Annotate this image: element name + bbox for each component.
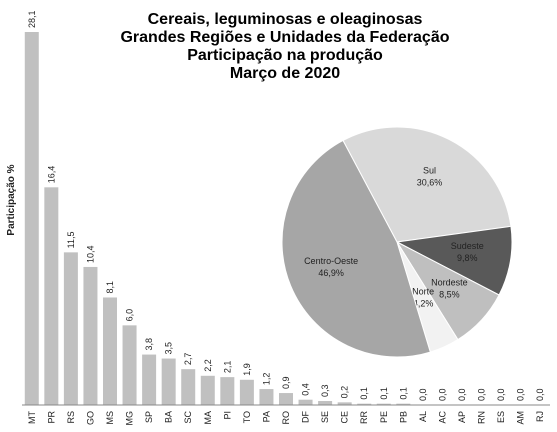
bar xyxy=(396,403,411,405)
bar xyxy=(63,252,78,405)
chart-title: Participação na produção xyxy=(187,47,383,64)
value-label: 0,0 xyxy=(496,388,506,401)
value-label: 3,5 xyxy=(164,342,174,355)
x-tick-label: PA xyxy=(261,411,271,422)
bar xyxy=(259,389,274,405)
value-label: 0,9 xyxy=(281,377,291,390)
chart-title: Cereais, leguminosas e oleaginosas xyxy=(148,11,423,28)
x-tick-label: TO xyxy=(242,411,252,423)
bar xyxy=(376,403,391,405)
x-tick-label: RS xyxy=(66,411,76,424)
bar xyxy=(318,401,333,405)
value-label: 0,0 xyxy=(477,388,487,401)
value-label: 28,1 xyxy=(27,10,37,28)
x-tick-label: PE xyxy=(379,411,389,423)
pie-slice xyxy=(281,139,431,358)
x-tick-label: PR xyxy=(46,411,56,424)
value-label: 10,4 xyxy=(85,245,95,263)
chart-title: Março de 2020 xyxy=(230,65,340,82)
pie-value-label: 4,2% xyxy=(413,299,434,309)
pie-value-label: 9,8% xyxy=(457,253,478,263)
value-label: 0,0 xyxy=(516,388,526,401)
x-tick-label: ES xyxy=(496,411,506,423)
bar xyxy=(142,354,157,405)
value-label: 0,0 xyxy=(457,388,467,401)
x-tick-label: MT xyxy=(27,411,37,424)
x-tick-label: PB xyxy=(398,411,408,423)
pie-label: Sul xyxy=(423,166,436,176)
value-label: 8,1 xyxy=(105,281,115,294)
value-label: 2,2 xyxy=(203,359,213,372)
pie-value-label: 30,6% xyxy=(417,178,443,188)
x-tick-label: CE xyxy=(340,411,350,424)
value-label: 0,1 xyxy=(379,387,389,400)
value-label: 1,9 xyxy=(242,363,252,376)
value-label: 11,5 xyxy=(66,231,76,248)
pie-slice xyxy=(342,126,512,243)
value-label: 0,3 xyxy=(320,385,330,398)
x-tick-label: SE xyxy=(320,411,330,423)
x-tick-label: SC xyxy=(183,411,193,424)
bar xyxy=(298,399,313,405)
bar xyxy=(44,187,59,405)
x-tick-label: SP xyxy=(144,411,154,423)
x-tick-label: AP xyxy=(457,411,467,423)
bar xyxy=(181,369,196,405)
pie-value-label: 8,5% xyxy=(439,289,460,299)
value-label: 2,7 xyxy=(183,353,193,366)
x-tick-label: AL xyxy=(418,411,428,422)
pie-label: Norte xyxy=(412,287,434,297)
x-tick-label: MS xyxy=(105,411,115,425)
bar xyxy=(200,375,215,405)
bar xyxy=(357,403,372,405)
pie-label: Sudeste xyxy=(451,241,484,251)
value-label: 0,0 xyxy=(437,388,447,401)
x-tick-label: RO xyxy=(281,411,291,425)
bar xyxy=(103,297,117,405)
x-tick-label: GO xyxy=(85,411,95,425)
pie-label: Centro-Oeste xyxy=(304,256,358,266)
bar xyxy=(279,393,293,405)
value-label: 0,0 xyxy=(418,388,428,401)
value-label: 0,4 xyxy=(301,383,311,396)
bar xyxy=(122,325,137,405)
bar xyxy=(83,266,98,405)
x-tick-label: DF xyxy=(301,411,311,423)
chart-title: Grandes Regiões e Unidades da Federação xyxy=(120,29,449,46)
x-tick-label: BA xyxy=(164,411,174,423)
value-label: 0,1 xyxy=(398,387,408,400)
value-label: 0,1 xyxy=(359,387,369,400)
x-tick-label: AM xyxy=(516,411,526,425)
x-tick-label: MG xyxy=(125,411,135,426)
x-tick-label: RR xyxy=(359,411,369,424)
x-tick-label: AC xyxy=(437,411,447,424)
y-axis-label: Participação % xyxy=(6,164,17,235)
value-label: 2,1 xyxy=(222,361,232,374)
pie-value-label: 46,9% xyxy=(318,268,344,278)
bar xyxy=(337,402,352,405)
bar xyxy=(239,379,254,405)
x-tick-label: RJ xyxy=(535,411,545,422)
value-label: 6,0 xyxy=(125,309,135,322)
value-label: 16,4 xyxy=(46,166,56,184)
bar xyxy=(161,358,176,405)
x-tick-label: MA xyxy=(203,411,213,425)
x-tick-label: RN xyxy=(477,411,487,424)
value-label: 0,0 xyxy=(535,388,545,401)
value-label: 1,2 xyxy=(261,373,271,386)
bar xyxy=(220,377,235,405)
pie-label: Nordeste xyxy=(431,277,468,287)
bar xyxy=(24,32,39,405)
value-label: 0,2 xyxy=(340,386,350,399)
value-label: 3,8 xyxy=(144,338,154,351)
x-tick-label: PI xyxy=(222,411,232,420)
